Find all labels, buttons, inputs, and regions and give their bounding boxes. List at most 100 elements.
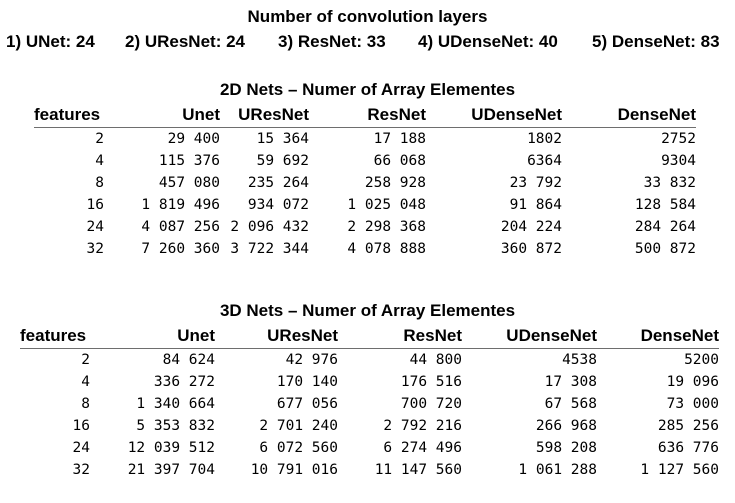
column-header-features: features bbox=[20, 324, 90, 349]
header-title: Number of convolution layers bbox=[247, 7, 488, 26]
column-header-densenet: DenseNet bbox=[597, 324, 719, 349]
cell-uresnet: 2 096 432 bbox=[230, 219, 309, 235]
cell-unet: 29 400 bbox=[167, 131, 220, 147]
column-header-features: features bbox=[34, 103, 104, 128]
cell-uresnet: 934 072 bbox=[247, 197, 309, 213]
table-row: 24 4 087 256 2 096 432 2 298 368 204 224… bbox=[34, 216, 696, 238]
cell-uresnet: 59 692 bbox=[256, 153, 309, 169]
table-3d-nets: features Unet UResNet ResNet UDenseNet D… bbox=[20, 324, 719, 481]
cell-unet: 336 272 bbox=[153, 374, 215, 390]
cell-resnet: 700 720 bbox=[400, 396, 462, 412]
table-row: 24 12 039 512 6 072 560 6 274 496 598 20… bbox=[20, 437, 719, 459]
column-header-resnet: ResNet bbox=[338, 324, 462, 349]
cell-unet: 5 353 832 bbox=[136, 418, 215, 434]
cell-densenet: 5200 bbox=[684, 352, 719, 368]
cell-uresnet: 677 056 bbox=[276, 396, 338, 412]
cell-densenet: 636 776 bbox=[657, 440, 719, 456]
table-row: 8 1 340 664 677 056 700 720 67 568 73 00… bbox=[20, 393, 719, 415]
cell-features: 24 bbox=[72, 440, 90, 456]
cell-features: 24 bbox=[86, 219, 104, 235]
cell-udensenet: 91 864 bbox=[509, 197, 562, 213]
cell-features: 4 bbox=[95, 153, 104, 169]
column-header-udensenet: UDenseNet bbox=[426, 103, 562, 128]
table-row: 16 5 353 832 2 701 240 2 792 216 266 968… bbox=[20, 415, 719, 437]
cell-uresnet: 235 264 bbox=[247, 175, 309, 191]
cell-densenet: 73 000 bbox=[666, 396, 719, 412]
cell-densenet: 19 096 bbox=[666, 374, 719, 390]
cell-features: 32 bbox=[72, 462, 90, 478]
cell-udensenet: 1 061 288 bbox=[518, 462, 597, 478]
cell-uresnet: 6 072 560 bbox=[259, 440, 338, 456]
column-header-densenet: DenseNet bbox=[562, 103, 696, 128]
table-row: 4 336 272 170 140 176 516 17 308 19 096 bbox=[20, 371, 719, 393]
cell-udensenet: 6364 bbox=[527, 153, 562, 169]
cell-udensenet: 67 568 bbox=[544, 396, 597, 412]
table-header-row: features Unet UResNet ResNet UDenseNet D… bbox=[34, 103, 696, 128]
cell-uresnet: 42 976 bbox=[285, 352, 338, 368]
column-header-resnet: ResNet bbox=[309, 103, 426, 128]
cell-densenet: 284 264 bbox=[634, 219, 696, 235]
cell-resnet: 2 792 216 bbox=[383, 418, 462, 434]
layer-count-densenet: 5) DenseNet: 83 bbox=[592, 32, 720, 51]
cell-densenet: 128 584 bbox=[634, 197, 696, 213]
layer-count-uresnet: 2) UResNet: 24 bbox=[125, 32, 245, 51]
cell-uresnet: 10 791 016 bbox=[250, 462, 338, 478]
cell-udensenet: 17 308 bbox=[544, 374, 597, 390]
cell-features: 16 bbox=[86, 197, 104, 213]
cell-unet: 457 080 bbox=[158, 175, 220, 191]
cell-resnet: 4 078 888 bbox=[347, 241, 426, 257]
cell-resnet: 44 800 bbox=[409, 352, 462, 368]
table-row: 2 84 624 42 976 44 800 4538 5200 bbox=[20, 349, 719, 372]
table-2d-title: 2D Nets – Numer of Array Elementes bbox=[219, 80, 516, 99]
layer-count-unet: 1) UNet: 24 bbox=[6, 32, 95, 51]
column-header-uresnet: UResNet bbox=[220, 103, 309, 128]
cell-udensenet: 360 872 bbox=[500, 241, 562, 257]
cell-resnet: 11 147 560 bbox=[374, 462, 462, 478]
layer-count-udensenet: 4) UDenseNet: 40 bbox=[418, 32, 558, 51]
cell-densenet: 285 256 bbox=[657, 418, 719, 434]
cell-uresnet: 3 722 344 bbox=[230, 241, 309, 257]
cell-udensenet: 266 968 bbox=[535, 418, 597, 434]
cell-udensenet: 23 792 bbox=[509, 175, 562, 191]
table-row: 2 29 400 15 364 17 188 1802 2752 bbox=[34, 128, 696, 151]
table-3d-title: 3D Nets – Numer of Array Elementes bbox=[219, 301, 516, 320]
cell-features: 16 bbox=[72, 418, 90, 434]
column-header-unet: Unet bbox=[104, 103, 220, 128]
cell-resnet: 66 068 bbox=[373, 153, 426, 169]
cell-unet: 1 340 664 bbox=[136, 396, 215, 412]
cell-udensenet: 1802 bbox=[527, 131, 562, 147]
cell-unet: 12 039 512 bbox=[127, 440, 215, 456]
table-row: 32 7 260 360 3 722 344 4 078 888 360 872… bbox=[34, 238, 696, 260]
cell-features: 32 bbox=[86, 241, 104, 257]
cell-unet: 7 260 360 bbox=[141, 241, 220, 257]
cell-udensenet: 598 208 bbox=[535, 440, 597, 456]
cell-features: 8 bbox=[81, 396, 90, 412]
cell-unet: 4 087 256 bbox=[141, 219, 220, 235]
cell-resnet: 176 516 bbox=[400, 374, 462, 390]
cell-densenet: 9304 bbox=[661, 153, 696, 169]
cell-unet: 115 376 bbox=[158, 153, 220, 169]
cell-densenet: 1 127 560 bbox=[640, 462, 719, 478]
cell-uresnet: 2 701 240 bbox=[259, 418, 338, 434]
cell-udensenet: 4538 bbox=[562, 352, 597, 368]
cell-resnet: 2 298 368 bbox=[347, 219, 426, 235]
cell-uresnet: 170 140 bbox=[276, 374, 338, 390]
cell-unet: 84 624 bbox=[162, 352, 215, 368]
cell-features: 2 bbox=[95, 131, 104, 147]
cell-resnet: 17 188 bbox=[373, 131, 426, 147]
table-row: 8 457 080 235 264 258 928 23 792 33 832 bbox=[34, 172, 696, 194]
cell-densenet: 2752 bbox=[661, 131, 696, 147]
cell-unet: 21 397 704 bbox=[127, 462, 215, 478]
cell-densenet: 33 832 bbox=[643, 175, 696, 191]
table-header-row: features Unet UResNet ResNet UDenseNet D… bbox=[20, 324, 719, 349]
cell-unet: 1 819 496 bbox=[141, 197, 220, 213]
column-header-uresnet: UResNet bbox=[215, 324, 338, 349]
cell-features: 8 bbox=[95, 175, 104, 191]
cell-features: 4 bbox=[81, 374, 90, 390]
table-row: 4 115 376 59 692 66 068 6364 9304 bbox=[34, 150, 696, 172]
cell-resnet: 258 928 bbox=[364, 175, 426, 191]
cell-resnet: 6 274 496 bbox=[383, 440, 462, 456]
cell-uresnet: 15 364 bbox=[256, 131, 309, 147]
cell-udensenet: 204 224 bbox=[500, 219, 562, 235]
column-header-unet: Unet bbox=[90, 324, 215, 349]
